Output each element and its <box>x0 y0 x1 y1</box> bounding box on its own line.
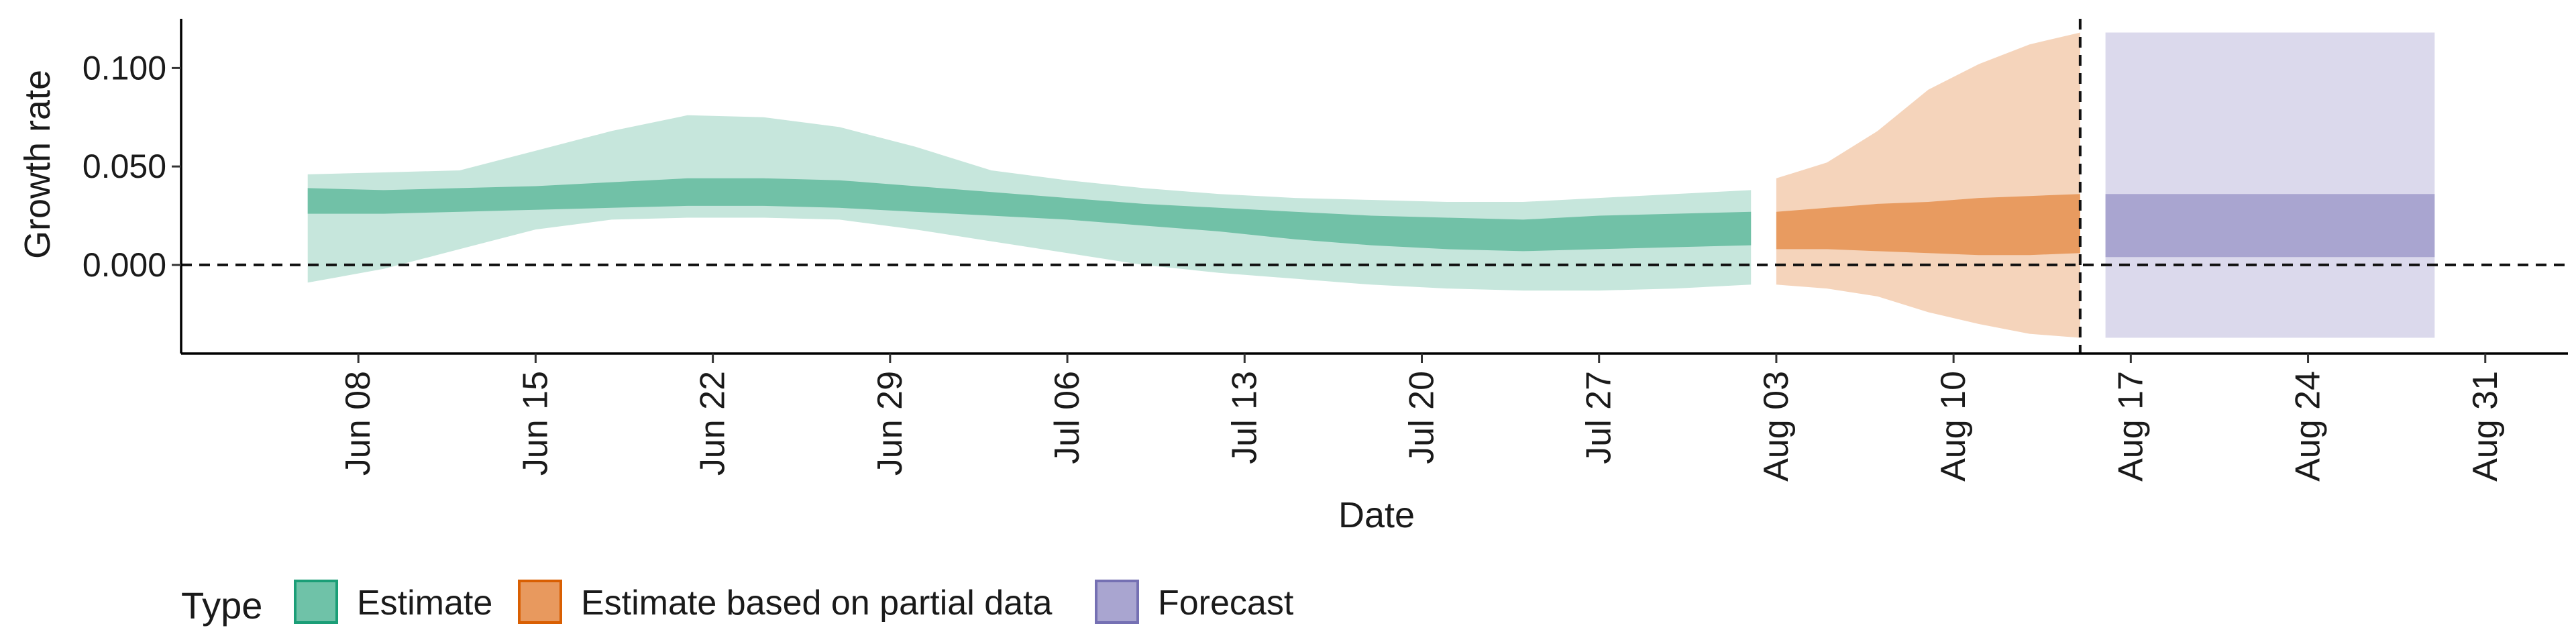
y-tick-label: 0.100 <box>83 49 166 87</box>
x-tick-label: Jul 06 <box>1048 371 1087 464</box>
axes <box>180 19 2568 355</box>
x-axis-ticks: Jun 08 Jun 15 Jun 22 Jun 29 Jul 06 Jul 13 Jul … <box>339 354 2505 482</box>
partial-estimate-outer-band <box>1776 32 2080 338</box>
legend-label: Estimate based on partial data <box>581 584 1053 623</box>
x-tick-label: Jul 20 <box>1403 371 1442 464</box>
legend-key <box>518 580 562 624</box>
x-tick-label: Jul 27 <box>1580 371 1619 464</box>
reference-lines <box>181 19 2568 354</box>
x-tick-label: Aug 03 <box>1757 371 1796 482</box>
ribbon-layer <box>307 32 2435 338</box>
estimate-inner-band <box>307 178 1752 252</box>
forecast-outer-band <box>2105 32 2435 338</box>
legend-key <box>294 580 338 624</box>
y-tick-label: 0.050 <box>83 148 166 185</box>
x-tick-label: Aug 17 <box>2111 371 2150 482</box>
y-axis-title: Growth rate <box>17 70 58 259</box>
x-tick-label: Jun 29 <box>871 371 910 476</box>
x-tick-label: Jun 22 <box>694 371 733 476</box>
y-tick-label: 0.000 <box>83 246 166 284</box>
x-tick-label: Aug 24 <box>2289 371 2328 482</box>
x-tick-label: Aug 31 <box>2466 371 2505 482</box>
legend-items: Estimate Estimate based on partial data Fo… <box>294 580 1294 624</box>
x-axis-title: Date <box>1338 495 1415 535</box>
x-tick-label: Aug 10 <box>1934 371 1973 482</box>
legend-label: Estimate <box>357 584 492 623</box>
legend-label: Forecast <box>1158 584 1294 623</box>
legend-title: Type <box>181 584 262 627</box>
legend: Type Estimate Estimate based on partial d… <box>181 580 1294 627</box>
forecast-inner-band <box>2105 194 2435 258</box>
x-tick-label: Jun 15 <box>516 371 555 476</box>
x-tick-label: Jun 08 <box>339 371 378 476</box>
y-axis-ticks: 0.000 0.050 0.100 <box>83 49 181 284</box>
x-tick-label: Jul 13 <box>1225 371 1264 464</box>
legend-key <box>1095 580 1139 624</box>
partial-estimate-inner-band <box>1776 194 2080 256</box>
